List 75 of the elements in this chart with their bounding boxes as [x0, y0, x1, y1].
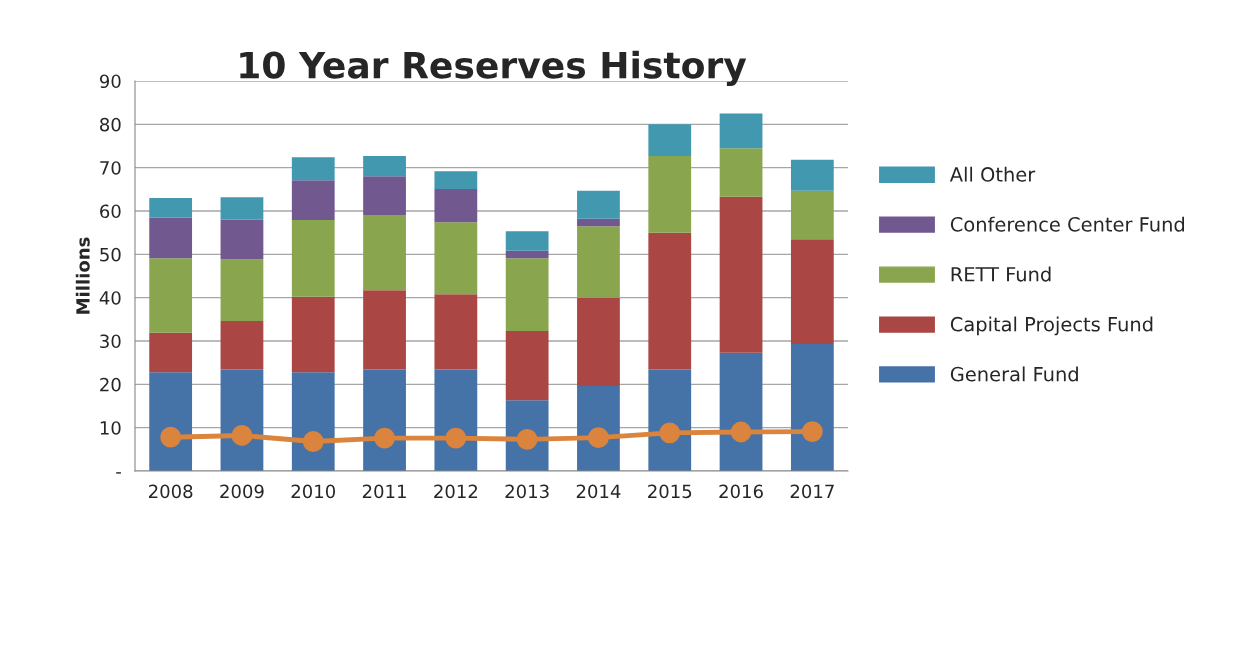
- bar: [648, 232, 692, 370]
- bar: [149, 332, 193, 373]
- point: [730, 421, 752, 443]
- point: [374, 427, 395, 449]
- bar: [220, 197, 264, 220]
- y-tick-label: 60: [100, 204, 121, 219]
- bar: [505, 250, 549, 259]
- y-tick-label: 40: [99, 291, 121, 305]
- x-tick-label: 2009: [220, 484, 264, 499]
- x-tick-label: 2016: [719, 484, 763, 499]
- legend-label: RETT Fund: [951, 266, 1051, 282]
- point: [231, 425, 253, 446]
- bar: [434, 171, 478, 189]
- point: [801, 421, 823, 442]
- y-tick-label: 90: [99, 74, 121, 89]
- legend-label: All Other: [949, 166, 1036, 182]
- bar: [577, 218, 620, 227]
- bar: [363, 176, 406, 215]
- bar: [291, 296, 335, 373]
- bar: [363, 290, 406, 370]
- bar: [790, 159, 834, 191]
- bar: [291, 157, 335, 181]
- y-tick-label: 10: [100, 421, 121, 435]
- bar: [434, 222, 478, 295]
- bar: [577, 190, 620, 219]
- bar: [648, 155, 692, 233]
- x-tick-label: 2008: [149, 484, 193, 499]
- bar: [363, 214, 406, 291]
- bar: [790, 239, 834, 345]
- x-tick-label: 2012: [434, 484, 478, 499]
- bar: [648, 124, 692, 156]
- bar: [505, 331, 549, 401]
- bar: [505, 258, 549, 332]
- y-tick-label: 70: [100, 161, 121, 175]
- bar: [363, 155, 406, 177]
- bar: [434, 188, 478, 223]
- y-tick-label: 80: [100, 117, 121, 132]
- y-tick-label: 30: [100, 334, 121, 349]
- bar: [149, 217, 193, 259]
- bar: [220, 259, 264, 322]
- legend-label: Capital Projects Fund: [950, 316, 1153, 336]
- x-tick-label: 2014: [576, 484, 621, 499]
- legend-label: Conference Center Fund: [950, 216, 1185, 232]
- y-tick-label: 50: [100, 247, 121, 262]
- bar: [719, 148, 763, 197]
- x-tick-label: 2011: [362, 484, 406, 499]
- bar: [434, 294, 478, 370]
- bar: [291, 220, 335, 297]
- bar: [719, 352, 763, 471]
- x-tick-label: 2010: [291, 484, 336, 499]
- x-tick-label: 2017: [790, 484, 834, 499]
- bar: [577, 298, 620, 387]
- bar: [719, 113, 763, 149]
- legend-label: General Fund: [950, 366, 1078, 382]
- y-axis-title: Millions: [75, 237, 90, 314]
- bar: [149, 258, 193, 333]
- y-tick-label: -: [116, 472, 121, 474]
- point: [445, 427, 467, 449]
- bar: [790, 190, 834, 240]
- point: [659, 422, 681, 444]
- chart-title: 10 Year Reserves History: [240, 50, 747, 87]
- bar: [149, 372, 193, 471]
- bar: [291, 180, 335, 221]
- bar: [719, 196, 763, 353]
- bar: [790, 344, 834, 471]
- x-tick-label: 2015: [648, 484, 692, 499]
- bar: [505, 231, 549, 251]
- point: [302, 431, 324, 452]
- bar: [220, 219, 264, 260]
- bar: [149, 198, 193, 218]
- x-tick-label: 2013: [505, 484, 549, 499]
- y-tick-label: 20: [100, 377, 121, 392]
- bar: [220, 321, 264, 370]
- bar: [577, 226, 620, 299]
- point: [160, 426, 182, 448]
